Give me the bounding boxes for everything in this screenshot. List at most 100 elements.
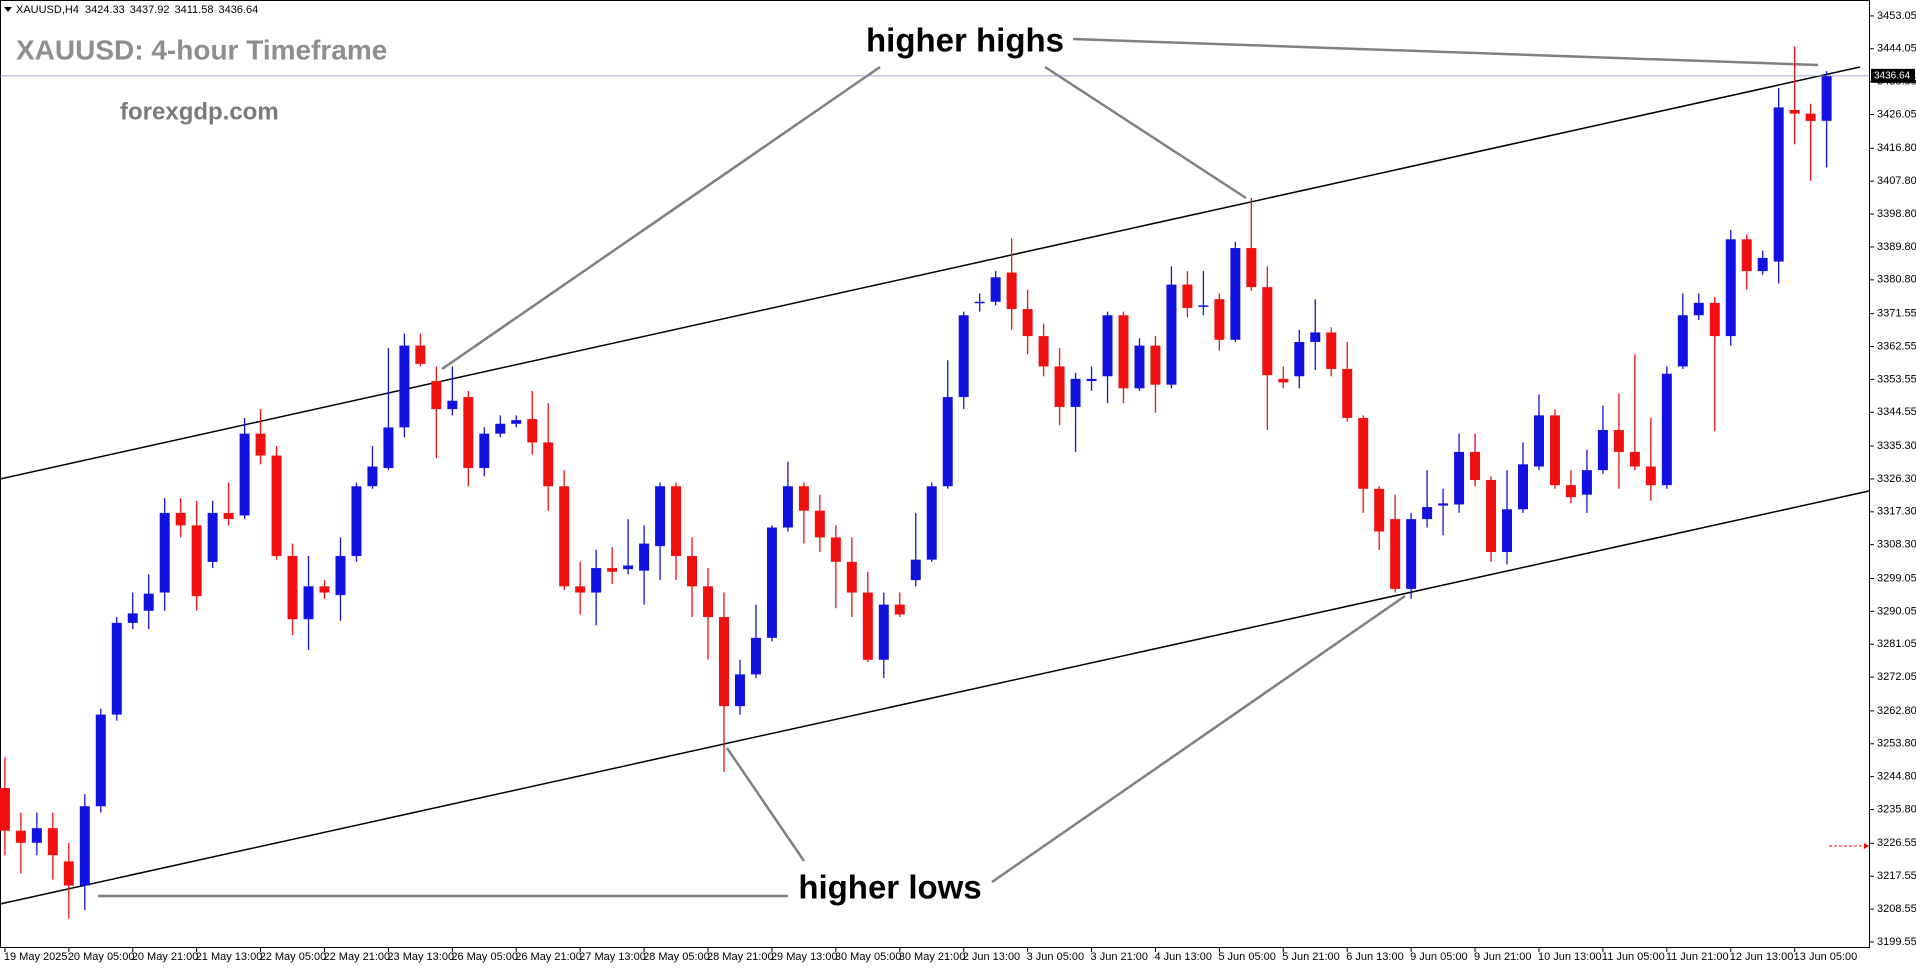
pointer (991, 594, 1406, 884)
candle-body (1150, 345, 1161, 385)
candle-body (1821, 75, 1832, 121)
y-tick-label: 3281.05 (1877, 638, 1916, 650)
candle-body (415, 345, 426, 364)
x-tick-label: 9 Jun 05:00 (1410, 951, 1468, 963)
candle-body (1597, 429, 1608, 471)
candle-body (591, 568, 602, 593)
candle-body (1709, 302, 1720, 337)
candle-body (191, 525, 202, 597)
x-tick-label: 27 May 13:00 (579, 951, 646, 963)
candle-body (143, 593, 154, 611)
candle-body (639, 543, 650, 571)
y-tick-label: 3326.30 (1877, 473, 1916, 485)
candle-body (1278, 378, 1289, 383)
candle-body (942, 397, 953, 487)
candle-body (990, 277, 1001, 302)
x-tick-label: 19 May 2025 (4, 951, 68, 963)
candle-body (351, 486, 362, 557)
candle-body (1486, 480, 1497, 552)
candle-body (1406, 519, 1417, 589)
y-tick-label: 3380.80 (1877, 274, 1916, 286)
x-tick-label: 23 May 13:00 (387, 951, 454, 963)
candle-body (207, 512, 218, 562)
lower-trendline (0, 490, 1870, 905)
candle-body (1789, 109, 1800, 114)
x-tick-label: 3 Jun 05:00 (1027, 951, 1085, 963)
alert-arrow (1864, 843, 1869, 849)
price-label-box (1871, 68, 1915, 83)
y-tick-label: 3235.80 (1877, 803, 1916, 815)
candle-body (255, 433, 266, 456)
candle-body (1262, 287, 1273, 376)
candle-body (878, 604, 889, 660)
y-tick-label: 3208.55 (1877, 903, 1916, 915)
candle-body (1613, 429, 1624, 452)
candle-body (1374, 488, 1385, 532)
candle-body (287, 556, 298, 620)
y-tick-label: 3308.30 (1877, 539, 1916, 551)
x-tick-label: 30 May 21:00 (899, 951, 966, 963)
candle-body (1693, 302, 1704, 316)
symbol-header: XAUUSD,H4 3424.33 3437.92 3411.58 3436.64 (16, 4, 258, 16)
y-tick-label: 3398.80 (1877, 208, 1916, 220)
candle-body (703, 586, 714, 618)
candle-body (1006, 272, 1017, 310)
candle-body (1645, 466, 1656, 486)
candle-body (559, 486, 570, 587)
candle-body (1725, 239, 1736, 337)
candle-body (1390, 519, 1401, 589)
candle-body (303, 586, 314, 620)
candle-body (495, 423, 506, 434)
candle-body (623, 565, 634, 570)
candle-body (958, 315, 969, 398)
candle-body (463, 397, 474, 468)
candle-body (399, 345, 410, 428)
candle-body (1677, 315, 1688, 367)
candle-body (1070, 378, 1081, 407)
candle-body (543, 442, 554, 487)
y-tick-label: 3453.05 (1877, 10, 1916, 22)
candle-body (111, 622, 122, 715)
x-tick-label: 29 May 13:00 (771, 951, 838, 963)
candle-body (830, 537, 841, 562)
x-tick-label: 3 Jun 21:00 (1091, 951, 1149, 963)
candle-body (766, 527, 777, 638)
candle-body (1326, 332, 1337, 369)
y-tick-label: 3344.55 (1877, 406, 1916, 418)
candle-body (319, 586, 330, 593)
pointer (441, 65, 881, 371)
y-tick-label: 3253.80 (1877, 738, 1916, 750)
candle-body (734, 674, 745, 707)
x-tick-label: 22 May 05:00 (260, 951, 327, 963)
y-tick-label: 3226.55 (1877, 837, 1916, 849)
candle-body (607, 568, 618, 572)
candle-body (862, 592, 873, 660)
y-tick-label: 3444.05 (1877, 43, 1916, 55)
candle-body (1741, 239, 1752, 272)
x-tick-label: 28 May 21:00 (707, 951, 774, 963)
candle-body (383, 427, 394, 468)
candle-body (687, 556, 698, 587)
candles (0, 46, 1870, 919)
candle-body (1518, 464, 1528, 510)
upper-trendline (0, 66, 1861, 480)
candle-body (271, 455, 282, 557)
axes: 3453.053444.053435.053426.053416.803407.… (4, 10, 1916, 963)
y-tick-label: 3362.55 (1877, 340, 1916, 352)
pointer (1072, 37, 1819, 67)
candle-body (671, 486, 682, 557)
candle-body (447, 400, 458, 410)
candle-body (63, 861, 74, 886)
candle-body (159, 512, 170, 593)
watermark: forexgdp.com (120, 98, 279, 125)
candle-body (1757, 257, 1768, 272)
candle-body (1502, 509, 1513, 552)
x-tick-label: 6 Jun 13:00 (1346, 951, 1404, 963)
candle-body (719, 617, 729, 707)
annotation: higher lows (798, 869, 981, 906)
candle-body (223, 512, 234, 520)
y-tick-label: 3262.80 (1877, 705, 1916, 717)
candle-body (798, 486, 809, 511)
last-open: 3424.33 (85, 4, 125, 16)
y-tick-label: 3299.05 (1877, 572, 1916, 584)
